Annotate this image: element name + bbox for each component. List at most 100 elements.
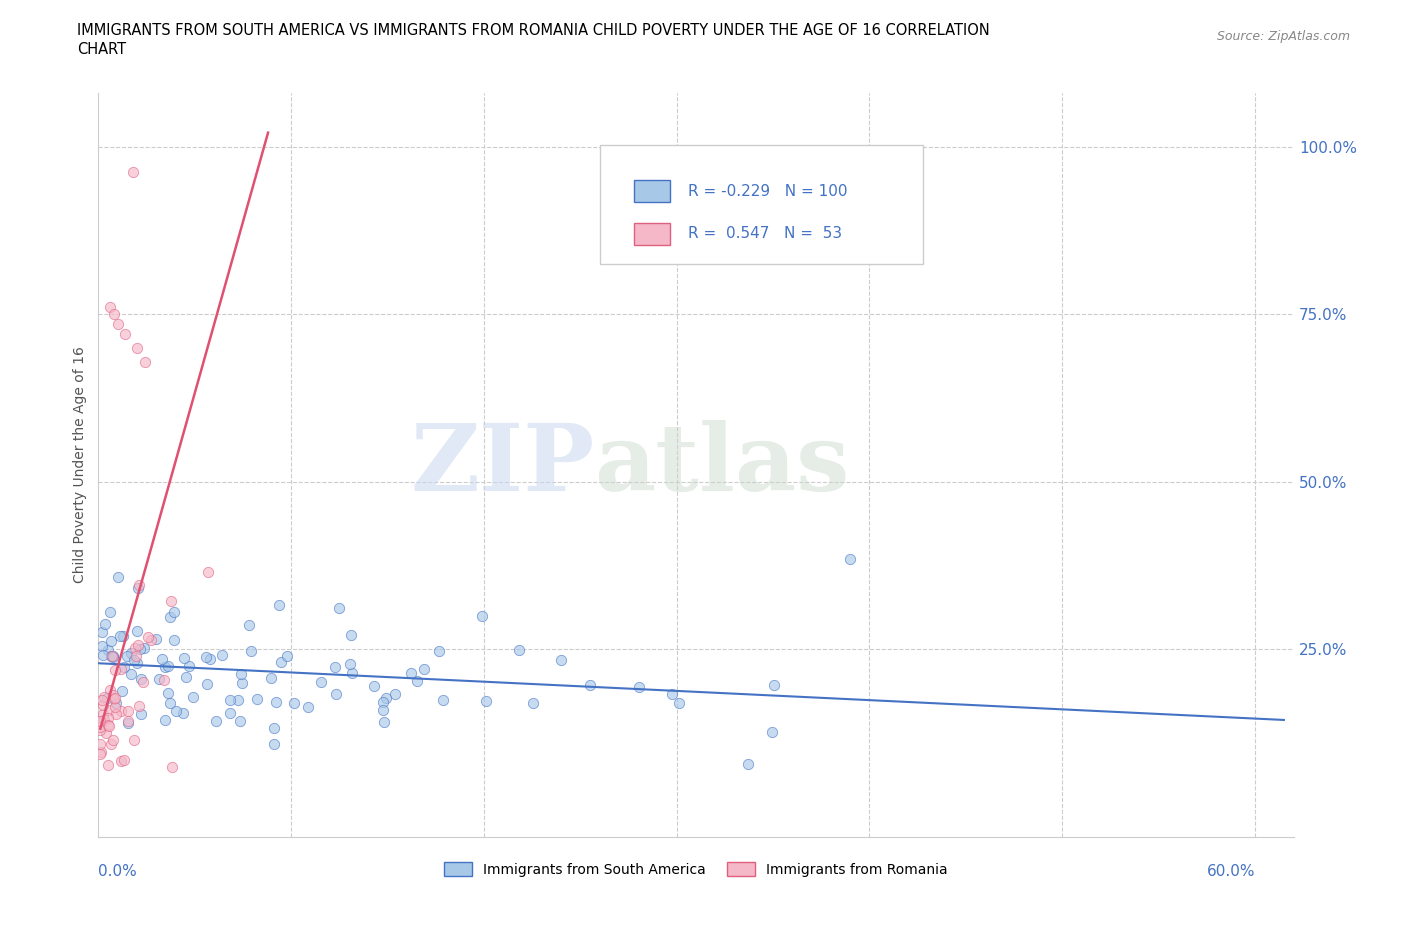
Point <box>263 737 285 751</box>
Point <box>111 684 134 698</box>
Point <box>112 659 135 674</box>
Point <box>323 659 346 674</box>
Legend: Immigrants from South America, Immigrants from Romania: Immigrants from South America, Immigrant… <box>439 857 953 883</box>
Point <box>111 629 134 644</box>
Point <box>270 655 292 670</box>
Point <box>159 610 181 625</box>
Point <box>114 326 136 341</box>
Point <box>122 732 145 747</box>
Point <box>204 713 226 728</box>
Point <box>342 666 364 681</box>
Point <box>134 641 156 656</box>
Point <box>134 355 156 370</box>
Point <box>91 638 114 653</box>
Point <box>104 699 127 714</box>
Point <box>124 652 146 667</box>
Point <box>238 618 260 632</box>
Point <box>363 679 385 694</box>
Point <box>97 643 120 658</box>
Point <box>101 732 124 747</box>
Point <box>107 317 129 332</box>
Point <box>309 674 332 689</box>
FancyBboxPatch shape <box>634 222 669 245</box>
Point <box>197 565 219 579</box>
Point <box>91 707 114 722</box>
Point <box>413 662 436 677</box>
Point <box>117 703 139 718</box>
Point <box>150 652 173 667</box>
Point <box>89 713 111 728</box>
Point <box>103 648 125 663</box>
Y-axis label: Child Poverty Under the Age of 16: Child Poverty Under the Age of 16 <box>73 347 87 583</box>
Point <box>124 640 146 655</box>
Point <box>163 604 186 619</box>
Point <box>100 634 122 649</box>
Point <box>328 601 350 616</box>
Point <box>125 340 148 355</box>
Point <box>98 300 121 315</box>
Point <box>96 725 118 740</box>
Point <box>173 650 195 665</box>
Point <box>384 686 406 701</box>
Point <box>152 672 174 687</box>
Point <box>93 712 115 727</box>
Point <box>127 656 149 671</box>
Point <box>103 649 125 664</box>
Point <box>94 617 117 631</box>
Point <box>218 693 240 708</box>
Point <box>229 714 252 729</box>
Point <box>110 629 132 644</box>
Point <box>406 673 429 688</box>
Point <box>762 677 785 692</box>
Point <box>522 696 544 711</box>
Point <box>100 737 122 751</box>
Point <box>260 671 283 685</box>
Point <box>117 713 139 728</box>
Point <box>229 667 252 682</box>
Point <box>239 644 262 658</box>
Text: atlas: atlas <box>595 420 849 510</box>
Point <box>200 651 222 666</box>
Point <box>339 657 361 671</box>
Point <box>131 671 153 686</box>
Point <box>737 757 759 772</box>
Point <box>839 551 862 566</box>
Point <box>668 696 690 711</box>
Point <box>91 698 114 712</box>
Point <box>508 643 530 658</box>
Point <box>96 690 118 705</box>
Point <box>91 624 114 639</box>
Point <box>90 745 112 760</box>
Point <box>148 671 170 686</box>
Point <box>105 696 128 711</box>
Point <box>129 642 152 657</box>
Point <box>325 686 347 701</box>
Point <box>371 695 394 710</box>
Point <box>264 695 287 710</box>
Point <box>159 696 181 711</box>
Point <box>432 693 454 708</box>
Point <box>550 652 572 667</box>
Point <box>89 737 111 751</box>
Text: Source: ZipAtlas.com: Source: ZipAtlas.com <box>1216 30 1350 43</box>
Point <box>211 648 233 663</box>
Point <box>104 690 127 705</box>
Point <box>628 679 651 694</box>
Point <box>97 703 120 718</box>
Point <box>90 692 112 707</box>
Point <box>399 665 422 680</box>
Point <box>139 633 162 648</box>
Point <box>127 638 149 653</box>
Point <box>157 658 180 673</box>
Point <box>117 716 139 731</box>
Point <box>579 678 602 693</box>
Point <box>267 598 290 613</box>
Point <box>475 694 498 709</box>
Point <box>103 307 125 322</box>
Point <box>176 670 198 684</box>
Point <box>103 688 125 703</box>
FancyBboxPatch shape <box>634 179 669 202</box>
Point <box>138 630 160 644</box>
Point <box>89 720 111 735</box>
Point <box>120 645 142 660</box>
